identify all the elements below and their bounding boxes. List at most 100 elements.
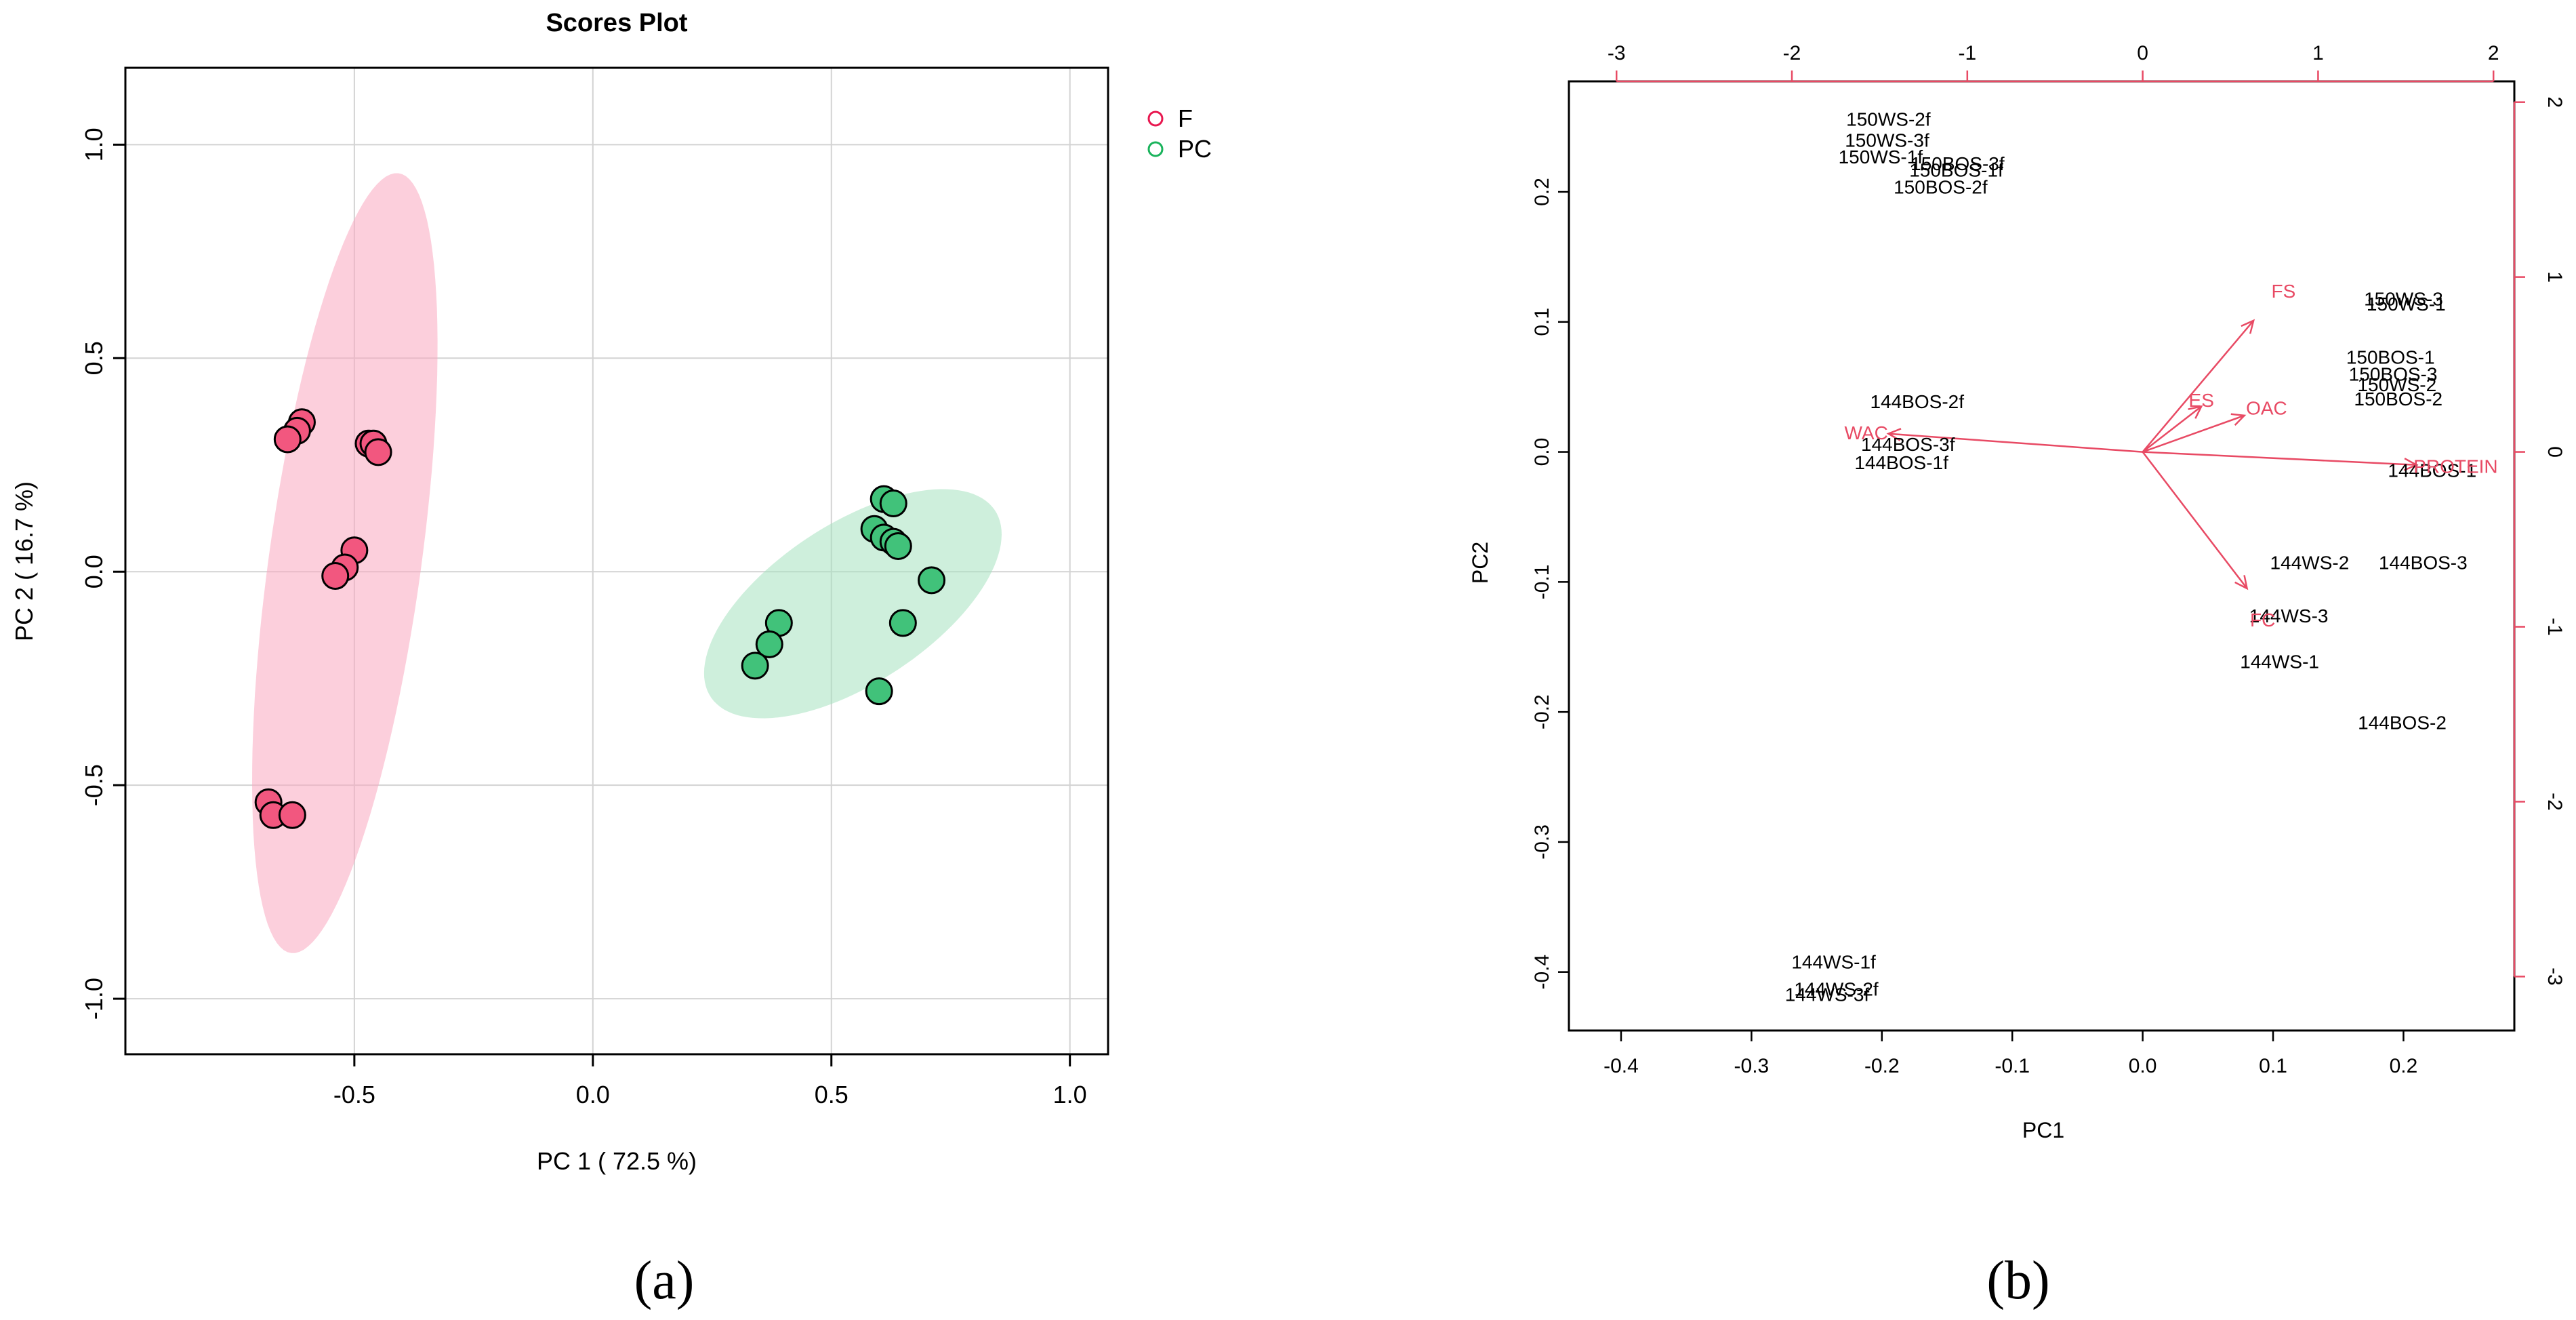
loading-arrowhead — [2188, 405, 2203, 419]
score-point-f — [364, 438, 392, 466]
secondary-x-tick-label: 1 — [2312, 42, 2324, 64]
loading-label-es: ES — [2189, 390, 2214, 411]
x-tick-label: -0.2 — [1864, 1055, 1900, 1077]
y-tick-label: -0.1 — [1531, 565, 1553, 600]
y-tick-label: -0.5 — [80, 764, 108, 806]
y-tick-label: 0.2 — [1531, 178, 1553, 206]
x-tick-label: 0.5 — [815, 1081, 849, 1108]
sample-label: 150WS-3 — [2364, 288, 2443, 309]
score-point-pc — [741, 652, 769, 680]
sample-label: 150WS-2f — [1846, 109, 1931, 130]
loading-arrow-fc — [2142, 451, 2248, 589]
biplot-y-label: PC2 — [1468, 542, 1492, 584]
legend-label-pc: PC — [1178, 135, 1212, 163]
score-point-pc — [888, 609, 917, 637]
secondary-x-tick-label: -2 — [1783, 42, 1801, 64]
secondary-x-tick-label: 2 — [2488, 42, 2499, 64]
loading-arrowhead — [2403, 458, 2419, 471]
sample-label: 144BOS-3 — [2379, 553, 2468, 574]
score-point-f — [321, 562, 350, 591]
secondary-y-tick-label: -3 — [2543, 967, 2566, 986]
scores-plot-title: Scores Plot — [546, 9, 687, 37]
x-tick-label: 0.1 — [2259, 1055, 2287, 1077]
x-tick-label: 0.0 — [2129, 1055, 2157, 1077]
sample-label: 150WS-3f — [1845, 129, 1929, 151]
secondary-y-tick-label: -2 — [2543, 793, 2566, 811]
loading-label-oac: OAC — [2246, 397, 2287, 418]
sample-label: 150WS-1f — [1839, 146, 1923, 167]
y-tick-label: -0.4 — [1531, 955, 1553, 990]
scores-x-label: PC 1 ( 72.5 %) — [537, 1147, 697, 1175]
score-point-pc — [865, 677, 893, 706]
sample-label: 150BOS-2 — [2354, 388, 2442, 409]
loading-arrow-fs — [2142, 320, 2255, 453]
scores-plot-panel: Scores Plot -0.5 0.0 0.5 1.0 -1.0 -0.5 0.0 0.5… — [10, 9, 1212, 1311]
x-tick-label: -0.1 — [1995, 1055, 2030, 1077]
secondary-x-tick-label: 0 — [2137, 42, 2148, 64]
sample-label: 150BOS-3f — [1910, 153, 2005, 174]
loading-arrowhead — [1886, 428, 1902, 441]
sample-label: 150BOS-2f — [1894, 176, 1988, 197]
loading-arrow-protein — [2142, 451, 2417, 466]
scores-x-axis: -0.5 0.0 0.5 1.0 — [333, 1053, 1087, 1108]
score-point-f — [278, 801, 306, 829]
score-point-f — [273, 425, 302, 454]
loading-arrow-oac — [2142, 414, 2245, 453]
sample-label: 150WS-1 — [2367, 294, 2446, 315]
score-point-pc — [879, 489, 907, 517]
y-tick-label: 0.5 — [80, 341, 108, 375]
y-tick-label: -1.0 — [80, 978, 108, 1020]
x-tick-label: 1.0 — [1053, 1081, 1087, 1108]
loading-label-wac: WAC — [1845, 422, 1888, 443]
loading-labels: FS ES OAC WAC PROTEIN FC — [1845, 281, 2498, 631]
y-tick-label: 1.0 — [80, 127, 108, 161]
confidence-ellipses — [252, 173, 1002, 953]
sample-label: 144BOS-2 — [2358, 712, 2447, 733]
legend-marker-pc — [1147, 141, 1164, 157]
secondary-y-tick-label: -1 — [2543, 618, 2566, 636]
scores-y-axis: -1.0 -0.5 0.0 0.5 1.0 — [80, 127, 125, 1020]
y-tick-label: -0.2 — [1531, 694, 1553, 729]
x-tick-label: -0.3 — [1734, 1055, 1770, 1077]
sample-labels: 150WS-2f150WS-3f150WS-1f150BOS-3f150BOS-… — [1785, 109, 2476, 1005]
sample-label: 150BOS-3 — [2349, 364, 2438, 385]
x-tick-label: -0.4 — [1603, 1055, 1639, 1077]
y-tick-label: 0.0 — [80, 555, 108, 588]
sample-label: 144BOS-1 — [2388, 460, 2476, 481]
score-point-pc — [918, 566, 946, 595]
secondary-y-tick-label: 0 — [2543, 446, 2566, 458]
loading-arrowhead — [2241, 319, 2255, 334]
secondary-y-tick-label: 2 — [2543, 96, 2566, 108]
scores-legend: F PC — [1147, 104, 1212, 163]
loading-arrow-es — [2142, 405, 2202, 453]
legend-marker-f — [1147, 111, 1164, 127]
secondary-y-tick-label: 1 — [2543, 271, 2566, 283]
y-tick-label: -0.3 — [1531, 824, 1553, 860]
loading-label-protein: PROTEIN — [2413, 456, 2497, 477]
scores-y-label: PC 2 ( 16.7 %) — [10, 481, 38, 641]
sample-label: 150WS-2 — [2357, 374, 2436, 395]
sample-label: 144WS-3 — [2249, 605, 2329, 626]
loading-label-fs: FS — [2272, 281, 2296, 302]
score-point-pc — [755, 630, 783, 658]
sample-label: 144WS-3f — [1785, 984, 1870, 1005]
loading-label-fc: FC — [2250, 609, 2275, 631]
biplot-secondary-x-axis: -3 -2 -1 0 1 2 — [1608, 42, 2499, 83]
sample-label: 144BOS-3f — [1861, 434, 1955, 455]
biplot-y-axis: -0.4 -0.3 -0.2 -0.1 0.0 0.1 0.2 — [1531, 178, 1569, 990]
sample-label: 150BOS-1 — [2346, 347, 2435, 368]
loading-arrow-wac — [1888, 433, 2143, 453]
biplot-x-label: PC1 — [2022, 1118, 2064, 1142]
legend-label-f: F — [1178, 104, 1193, 132]
sample-label: 144BOS-1f — [1854, 452, 1948, 473]
loading-arrowhead — [2234, 575, 2249, 591]
biplot-frame — [1568, 80, 2516, 1032]
secondary-x-tick-label: -1 — [1958, 42, 1976, 64]
x-tick-label: 0.0 — [576, 1081, 610, 1108]
y-tick-label: 0.1 — [1531, 308, 1553, 336]
sample-label: 144WS-1 — [2240, 651, 2319, 672]
y-tick-label: 0.0 — [1531, 438, 1553, 466]
panel-b-label: (b) — [1986, 1251, 2049, 1311]
loading-arrows — [1886, 319, 2419, 591]
